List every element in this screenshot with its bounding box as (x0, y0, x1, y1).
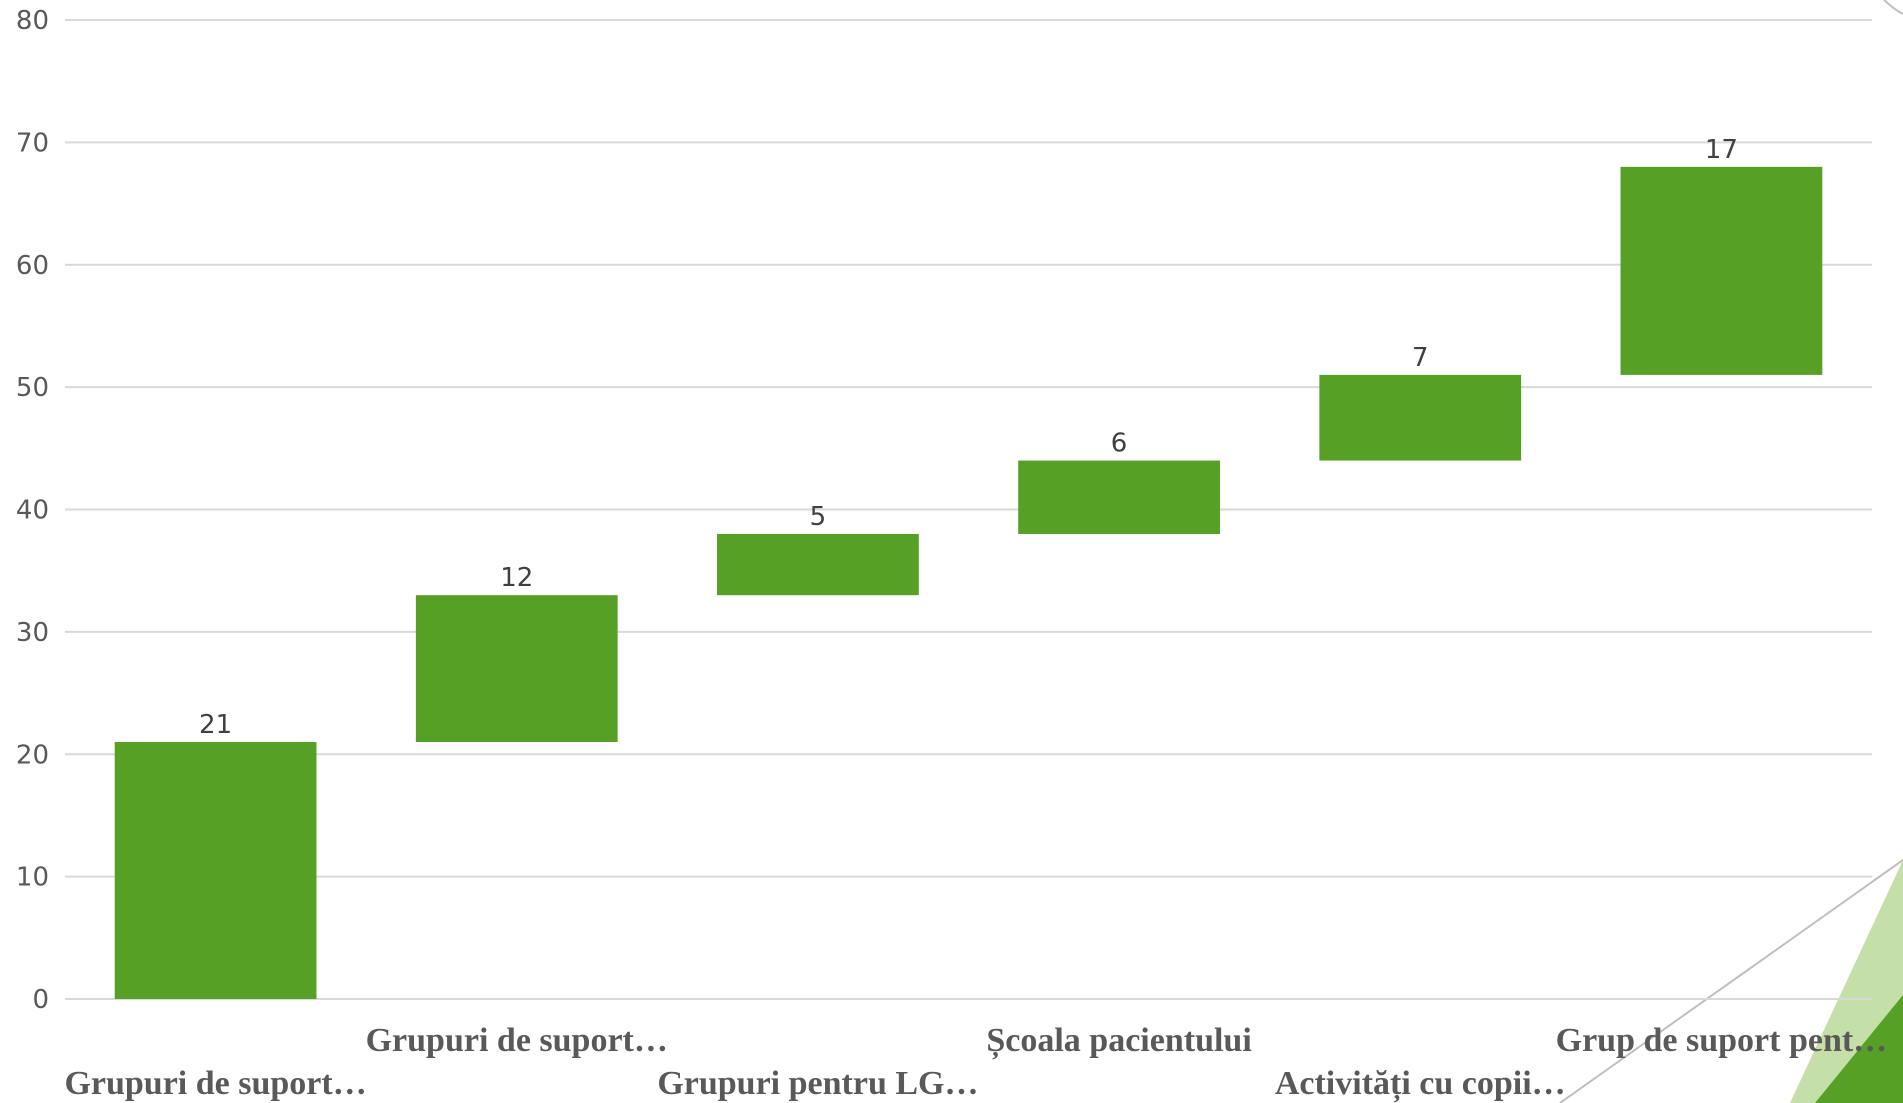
y-tick-label: 0 (32, 985, 49, 1015)
bar-3 (717, 533, 919, 596)
data-label-6: 17 (1705, 135, 1738, 165)
y-tick-label: 10 (16, 863, 49, 893)
x-tick-label-1: Grupuri de suport… (64, 1065, 366, 1102)
data-label-4: 6 (1111, 429, 1128, 459)
data-label-2: 12 (500, 563, 533, 593)
data-label-5: 7 (1412, 343, 1429, 373)
x-tick-label-4: Școala pacientului (986, 1022, 1251, 1060)
y-tick-label: 30 (16, 618, 49, 648)
decor-line (1559, 859, 1903, 1103)
y-tick-label: 70 (16, 128, 49, 158)
y-tick-label: 50 (16, 373, 49, 403)
y-tick-label: 60 (16, 251, 49, 281)
y-tick-label: 80 (16, 6, 49, 36)
decor-top-arc (1883, 0, 1903, 15)
data-label-1: 21 (199, 710, 232, 740)
x-tick-label-2: Grupuri de suport… (366, 1022, 668, 1059)
gridlines (65, 19, 1872, 1000)
data-label-3: 5 (810, 502, 827, 532)
bar-2 (415, 595, 618, 743)
bar-1 (114, 742, 317, 999)
bar-4 (1018, 460, 1220, 534)
x-tick-label-5: Activități cu copii… (1275, 1065, 1566, 1103)
corner-decoration (1559, 0, 1903, 1103)
x-axis: Grupuri de suport…Grupuri de suport… Grup… (64, 1022, 1887, 1103)
y-axis: 0 10 20 30 40 50 60 70 80 (16, 6, 49, 1015)
x-tick-label-6: Grup de suport pent… (1556, 1022, 1888, 1059)
x-tick-label-3: Grupuri pentru LG… (657, 1065, 978, 1102)
bar-5 (1319, 374, 1522, 461)
data-labels: 21 12 5 6 7 17 (199, 135, 1738, 740)
y-tick-label: 20 (16, 740, 49, 770)
bars (114, 166, 1823, 999)
decor-dark-triangle (1815, 995, 1903, 1103)
bar-6 (1620, 166, 1823, 375)
y-tick-label: 40 (16, 496, 49, 526)
